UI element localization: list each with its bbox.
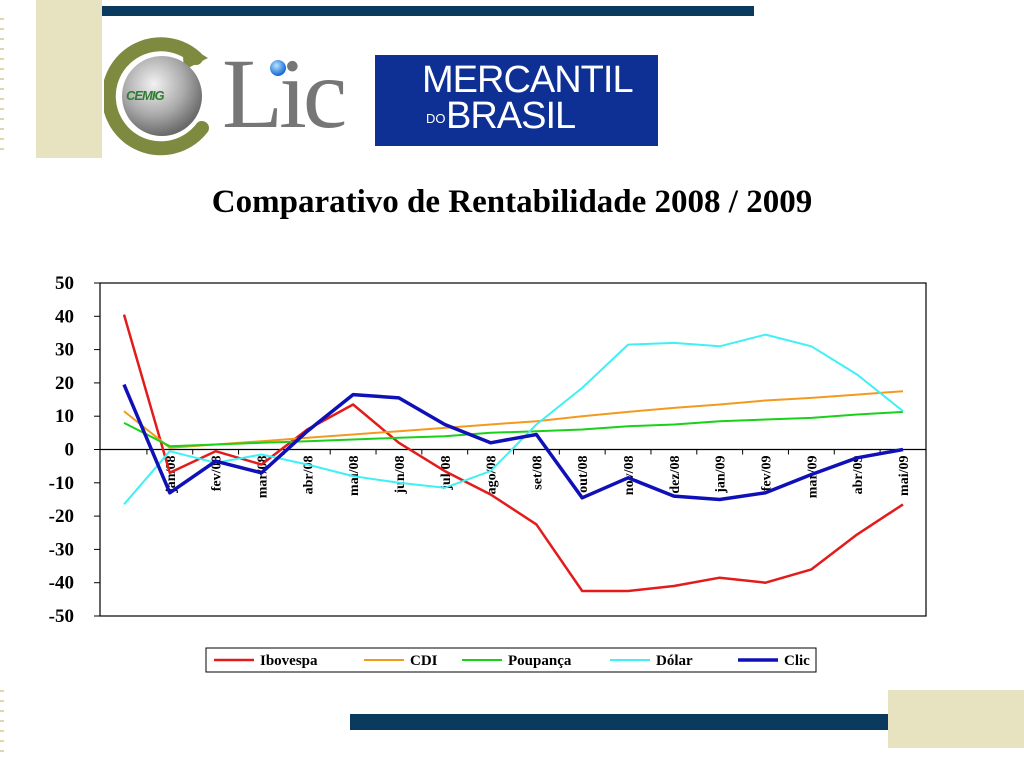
- mercantil-do-wordmark: DO: [426, 111, 446, 126]
- y-tick-label: 40: [55, 306, 74, 327]
- x-axis-ticks: jan/08 fev/08 mar/08 abr/08 mai/08 jun/08 jul/…: [164, 456, 912, 499]
- clic-wordmark: Lic: [222, 38, 347, 149]
- y-tick-label: -20: [49, 506, 74, 527]
- series-lines: [122, 314, 904, 593]
- clic-logo-icon: [104, 37, 286, 156]
- legend-box: [205, 647, 817, 673]
- bottom-accent-bar: [350, 714, 1024, 730]
- legend-label: Clic: [784, 653, 810, 669]
- y-tick-label: 0: [65, 440, 75, 461]
- page-title: Comparativo de Rentabilidade 2008 / 2009: [211, 184, 813, 220]
- x-tick-label: fev/09: [760, 456, 775, 492]
- y-tick-label: -10: [49, 473, 74, 494]
- legend-label: Ibovespa: [260, 653, 318, 669]
- left-dotted-decoration: [0, 18, 4, 158]
- left-dotted-decoration-bottom: [0, 690, 4, 760]
- series-line-poupan-a: [123, 410, 904, 448]
- y-tick-label: 30: [55, 340, 74, 361]
- top-accent-block: [36, 0, 102, 158]
- legend-label: Dólar: [656, 653, 693, 669]
- x-tick-label: dez/08: [668, 456, 683, 494]
- x-tick-label: nov/08: [622, 456, 637, 496]
- x-tick-label: mar/09: [805, 456, 820, 499]
- y-tick-label: 10: [55, 406, 74, 427]
- y-tick-label: -50: [49, 606, 74, 627]
- y-tick-label: 50: [55, 273, 74, 294]
- legend-label: Poupança: [508, 653, 572, 669]
- top-accent-bar: [36, 6, 754, 16]
- x-tick-label: jun/08: [393, 456, 408, 495]
- line-chart: 50 40 30 20 10 0 -10 -20 -30 -40 -50 jan/08 fev/08 m…: [49, 273, 927, 673]
- series-line-ibovespa: [122, 314, 904, 593]
- y-axis-ticks: 50 40 30 20 10 0 -10 -20 -30 -40 -50: [49, 273, 100, 627]
- y-tick-label: 20: [55, 373, 74, 394]
- mercantil-wordmark: MERCANTIL: [422, 59, 634, 101]
- cemig-wordmark: CEMIG: [126, 88, 165, 103]
- mercantil-logo: [375, 55, 658, 146]
- legend-label: CDI: [410, 653, 438, 669]
- series-line-clic: [122, 383, 904, 502]
- bottom-accent-block: [888, 690, 1024, 748]
- x-tick-label: jan/09: [714, 456, 729, 494]
- x-tick-label: abr/09: [851, 456, 866, 495]
- x-tick-label: ago/08: [485, 456, 500, 495]
- x-tick-label: set/08: [530, 456, 545, 490]
- y-tick-label: -40: [49, 573, 74, 594]
- series-line-cdi: [123, 390, 904, 449]
- chart-legend: Ibovespa CDI Poupança Dólar Clic: [205, 647, 817, 673]
- x-tick-label: out/08: [576, 456, 591, 493]
- x-tick-label: mai/09: [897, 456, 912, 496]
- brasil-wordmark: BRASIL: [446, 95, 576, 137]
- y-tick-label: -30: [49, 539, 74, 560]
- series-line-d-lar: [123, 333, 904, 506]
- x-tick-label: abr/08: [301, 456, 316, 495]
